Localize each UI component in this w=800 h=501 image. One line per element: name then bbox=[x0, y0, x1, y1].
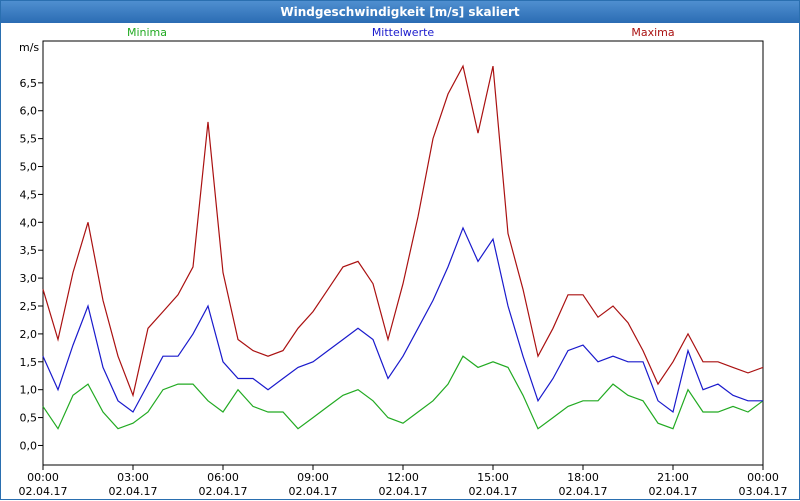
y-tick-label: 6,5 bbox=[20, 77, 38, 90]
series-maxima-line bbox=[42, 64, 764, 398]
x-tick-time: 06:00 bbox=[207, 471, 239, 484]
series-minima-line bbox=[42, 355, 764, 430]
legend-maxima: Maxima bbox=[631, 26, 674, 39]
y-tick-label: 4,0 bbox=[20, 216, 38, 229]
x-tick-date: 03.04.17 bbox=[739, 485, 788, 498]
x-axis-ticks: 00:0002.04.1703:0002.04.1706:0002.04.170… bbox=[19, 465, 788, 498]
y-tick-label: 6,0 bbox=[20, 105, 38, 118]
y-axis-label: m/s bbox=[19, 41, 39, 54]
x-tick-date: 02.04.17 bbox=[649, 485, 698, 498]
x-tick-time: 18:00 bbox=[567, 471, 599, 484]
axes bbox=[42, 40, 764, 466]
y-tick-label: 0,5 bbox=[20, 412, 38, 425]
y-tick-label: 0,0 bbox=[20, 439, 38, 452]
y-tick-label: 2,0 bbox=[20, 328, 38, 341]
series-lines bbox=[42, 64, 764, 430]
x-tick-date: 02.04.17 bbox=[19, 485, 68, 498]
y-axis-ticks: 0,0 0,5 1,0 1,5 2,0 2,5 3,0 3,5 4,0 4,5 5,0 5,5 6,0 6… bbox=[20, 77, 43, 452]
series-mittelwerte-line bbox=[42, 226, 763, 414]
x-tick-date: 02.04.17 bbox=[469, 485, 518, 498]
x-tick-time: 15:00 bbox=[477, 471, 509, 484]
x-tick-date: 02.04.17 bbox=[199, 485, 248, 498]
x-tick-time: 21:00 bbox=[657, 471, 689, 484]
x-tick-date: 02.04.17 bbox=[559, 485, 608, 498]
x-tick-time: 12:00 bbox=[387, 471, 419, 484]
x-tick-time: 09:00 bbox=[297, 471, 329, 484]
window-title: Windgeschwindigkeit [m/s] skaliert bbox=[1, 1, 799, 23]
y-tick-label: 1,0 bbox=[20, 384, 38, 397]
legend: Minima Mittelwerte Maxima bbox=[127, 26, 675, 39]
y-tick-label: 3,5 bbox=[20, 244, 38, 257]
x-tick-date: 02.04.17 bbox=[109, 485, 158, 498]
legend-minima: Minima bbox=[127, 26, 167, 39]
y-tick-label: 1,5 bbox=[20, 356, 38, 369]
x-tick-time: 03:00 bbox=[117, 471, 149, 484]
x-tick-time: 00:00 bbox=[27, 471, 59, 484]
x-tick-time: 00:00 bbox=[747, 471, 779, 484]
y-tick-label: 2,5 bbox=[20, 300, 38, 313]
x-tick-date: 02.04.17 bbox=[289, 485, 338, 498]
legend-mittelwerte: Mittelwerte bbox=[372, 26, 435, 39]
plot-area bbox=[42, 40, 764, 466]
y-tick-label: 5,5 bbox=[20, 133, 38, 146]
y-tick-label: 3,0 bbox=[20, 272, 38, 285]
y-tick-label: 4,5 bbox=[20, 188, 38, 201]
x-tick-date: 02.04.17 bbox=[379, 485, 428, 498]
y-tick-label: 5,0 bbox=[20, 161, 38, 174]
